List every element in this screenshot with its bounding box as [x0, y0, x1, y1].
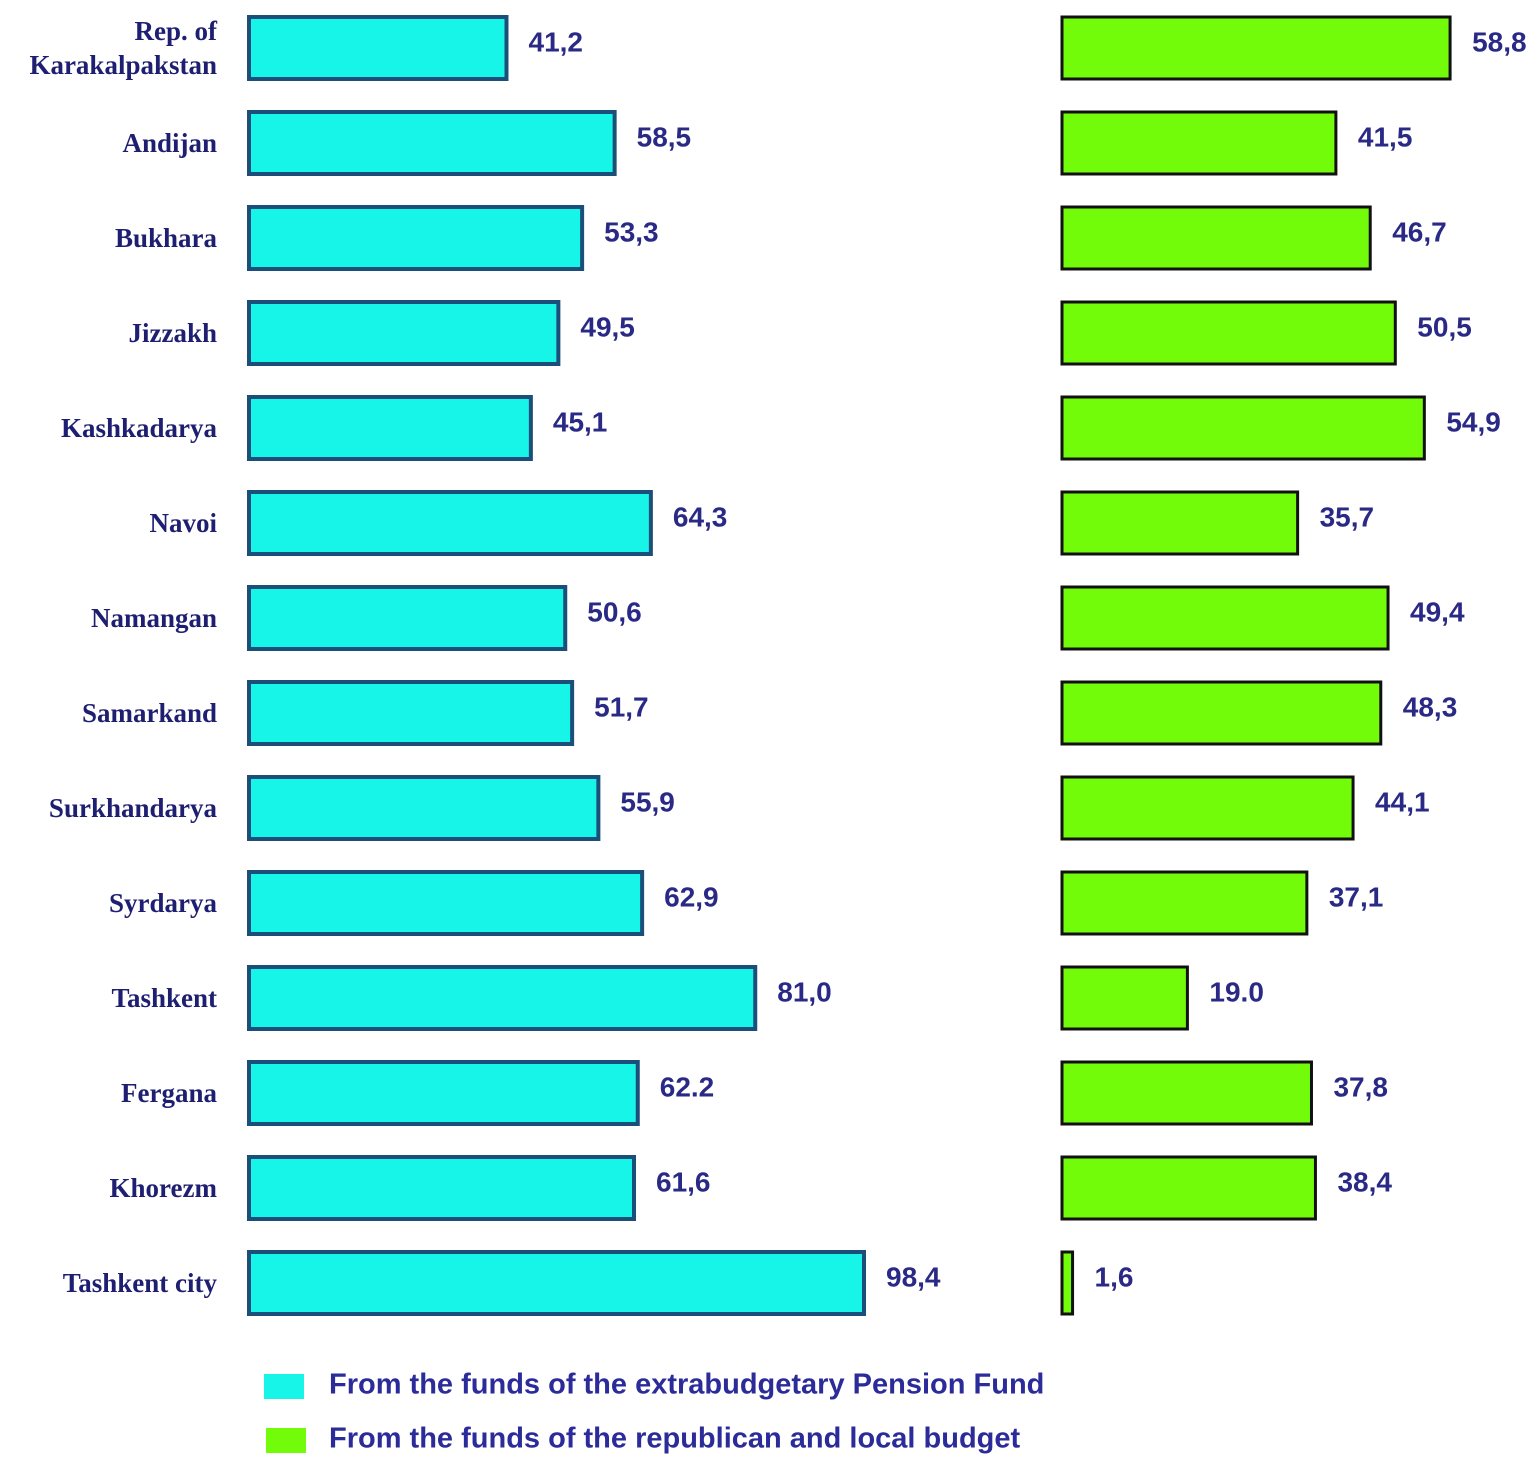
value-label: 50,6: [587, 596, 642, 627]
value-label: 1,6: [1095, 1261, 1134, 1292]
legend-label: From the funds of the republican and loc…: [329, 1423, 1021, 1455]
bar: [247, 490, 653, 556]
bar: [1060, 490, 1300, 556]
bar: [1060, 1155, 1317, 1221]
bar: [247, 775, 601, 841]
bar: [1060, 300, 1397, 366]
value-label: 45,1: [553, 406, 608, 437]
bar: [247, 965, 758, 1031]
bar: [247, 585, 568, 651]
bar: [247, 15, 509, 81]
bar: [1060, 1060, 1313, 1126]
value-label: 44,1: [1375, 786, 1430, 817]
value-label: 58,5: [637, 121, 692, 152]
value-label: 38,4: [1337, 1166, 1392, 1197]
value-label: 51,7: [594, 691, 649, 722]
value-label: 41,5: [1358, 121, 1413, 152]
category-label: Kashkadarya: [60, 413, 217, 443]
bar: [1060, 1250, 1075, 1316]
value-label: 37,8: [1333, 1071, 1388, 1102]
bar: [1060, 585, 1390, 651]
category-label: Fergana: [121, 1078, 217, 1108]
value-label: 46,7: [1392, 216, 1447, 247]
category-label: Rep. of Karakalpakstan: [29, 16, 217, 80]
legend-swatch: [266, 1428, 306, 1453]
bar: [1060, 205, 1372, 271]
bar: [1060, 395, 1426, 461]
value-label: 35,7: [1320, 501, 1375, 532]
value-label: 50,5: [1417, 311, 1472, 342]
legend-swatch: [264, 1374, 304, 1399]
bar: [1060, 15, 1452, 81]
bar: [247, 300, 561, 366]
category-label: Andijan: [122, 128, 217, 158]
category-label: Jizzakh: [128, 318, 217, 348]
category-label: Syrdarya: [109, 888, 217, 918]
value-label: 55,9: [620, 786, 675, 817]
category-label: Tashkent city: [62, 1268, 217, 1298]
bar: [1060, 965, 1189, 1031]
value-label: 49,4: [1410, 596, 1465, 627]
bar: [247, 870, 645, 936]
category-label: Namangan: [90, 603, 217, 633]
bar: [247, 110, 617, 176]
bar: [247, 1250, 866, 1316]
value-label: 37,1: [1329, 881, 1384, 912]
bar: [1060, 110, 1338, 176]
bar: [1060, 680, 1383, 746]
bar: [247, 205, 585, 271]
bar: [247, 1060, 640, 1126]
category-label: Bukhara: [114, 223, 217, 253]
value-label: 53,3: [604, 216, 659, 247]
bar: [1060, 775, 1355, 841]
value-label: 64,3: [673, 501, 728, 532]
bar: [1060, 870, 1309, 936]
bar: [247, 395, 533, 461]
value-label: 54,9: [1446, 406, 1501, 437]
value-label: 58,8: [1472, 26, 1527, 57]
value-label: 41,2: [529, 26, 584, 57]
category-label: Tashkent: [111, 983, 217, 1013]
bar: [247, 680, 575, 746]
category-label: Surkhandarya: [48, 793, 217, 823]
value-label: 81,0: [777, 976, 832, 1007]
value-label: 61,6: [656, 1166, 711, 1197]
category-label: Navoi: [149, 508, 218, 538]
value-label: 49,5: [580, 311, 635, 342]
value-label: 62.2: [660, 1071, 715, 1102]
value-label: 19.0: [1209, 976, 1264, 1007]
value-label: 62,9: [664, 881, 719, 912]
legend-label: From the funds of the extrabudgetary Pen…: [329, 1369, 1044, 1401]
category-label: Samarkand: [81, 698, 217, 728]
value-label: 98,4: [886, 1261, 941, 1292]
bar: [247, 1155, 636, 1221]
category-label: Khorezm: [109, 1173, 217, 1203]
value-label: 48,3: [1403, 691, 1458, 722]
